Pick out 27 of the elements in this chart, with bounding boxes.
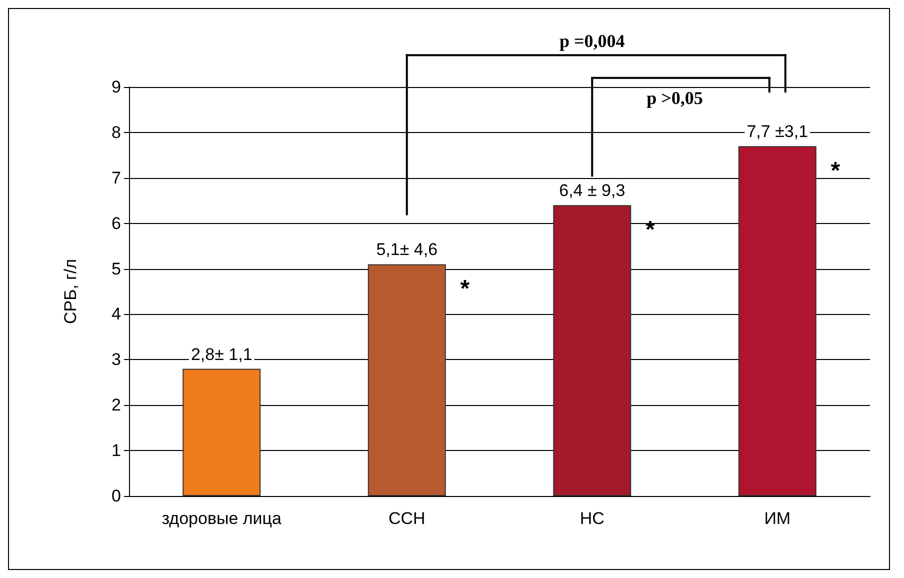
y-tick-label: 8	[112, 122, 121, 142]
data-label: 2,8± 1,1	[190, 344, 252, 364]
bar	[738, 146, 816, 496]
data-label: 6,4 ± 9,3	[559, 181, 626, 200]
bar	[182, 368, 261, 496]
data-label: 5,1± 4,6	[376, 240, 438, 260]
x-tick-label: НС	[580, 509, 604, 528]
y-tick-label: 7	[112, 168, 121, 188]
y-tick-label: 6	[112, 214, 121, 233]
annotation: *	[830, 158, 841, 185]
x-tick-label: здоровые лица	[162, 509, 282, 528]
x-tick-label: ССН	[388, 509, 426, 528]
annotation: p >0,05	[646, 88, 703, 108]
y-tick-label: 5	[112, 259, 121, 278]
y-axis-title: СРБ, г/л	[61, 258, 80, 324]
y-tick-label: 1	[112, 441, 121, 460]
data-label: 7,7 ±3,1	[746, 122, 808, 142]
annotation: *	[460, 276, 470, 303]
y-tick-label: 2	[112, 396, 121, 415]
y-tick-label: 4	[112, 304, 121, 324]
bar	[553, 205, 632, 496]
y-tick-label: 3	[112, 350, 121, 370]
bar	[368, 264, 446, 496]
x-tick-label: ИМ	[764, 509, 791, 528]
text: p =0,004	[559, 31, 625, 52]
y-tick-label: 0	[112, 486, 121, 506]
y-tick-label: 9	[112, 78, 121, 96]
